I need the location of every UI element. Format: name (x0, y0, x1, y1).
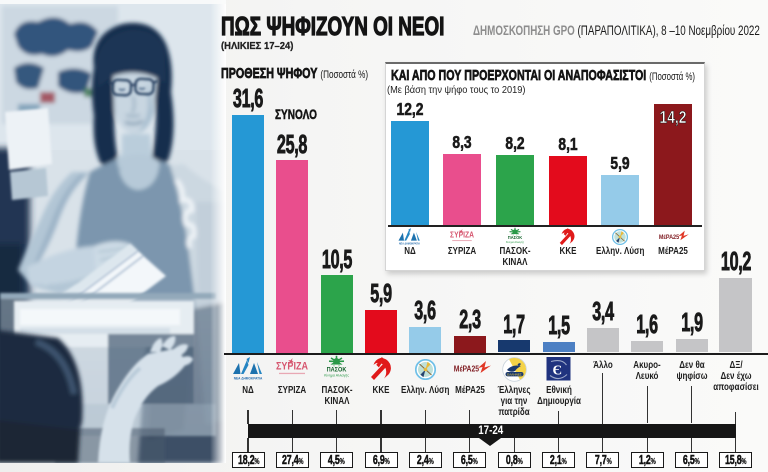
svg-text:Κίνημα Αλλαγής: Κίνημα Αλλαγής (324, 373, 349, 377)
svg-text:ΣΥΡΙΖΑ: ΣΥΡΙΖΑ (450, 229, 474, 239)
svg-text:ΠΑΣΟΚ: ΠΑΣΟΚ (508, 234, 523, 239)
svg-text:ΣΥΡΙΖΑ: ΣΥΡΙΖΑ (276, 360, 308, 372)
svg-text:Κίνημα Αλλαγής: Κίνημα Αλλαγής (506, 239, 525, 243)
svg-text:ΠΑΣΟΚ: ΠΑΣΟΚ (327, 366, 347, 374)
svg-text:ΜέΡΑ25: ΜέΡΑ25 (454, 363, 480, 373)
svg-text:Є: Є (552, 363, 562, 378)
svg-text:ΝΕΑ ΔΗΜΟΚΡΑΤΙΑ: ΝΕΑ ΔΗΜΟΚΡΑΤΙΑ (234, 376, 263, 380)
svg-text:ΕΛΛΗΝΕΣ: ΕΛΛΗΝΕΣ (507, 372, 522, 376)
svg-text:ΝΕΑ ΔΗΜΟΚΡΑΤΙΑ: ΝΕΑ ΔΗΜΟΚΡΑΤΙΑ (399, 243, 420, 246)
svg-text:ΜέΡΑ25: ΜέΡΑ25 (658, 234, 679, 242)
